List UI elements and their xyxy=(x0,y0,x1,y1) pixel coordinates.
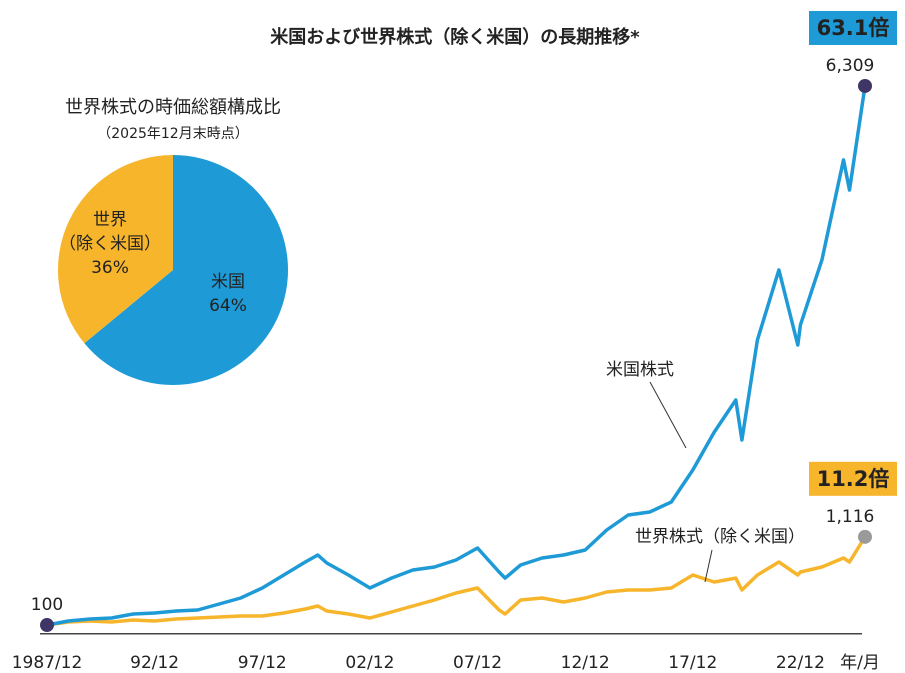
series-line xyxy=(46,85,867,627)
chart-title: 米国および世界株式（除く米国）の長期推移* xyxy=(270,26,640,48)
pie-slice xyxy=(58,155,173,344)
multiple-label: 11.2倍 xyxy=(817,467,890,491)
value-label: 6,309 xyxy=(826,56,875,76)
point-marker xyxy=(858,78,872,93)
point-marker xyxy=(858,529,872,544)
slice-label: 世界 xyxy=(93,210,127,230)
slice-label: （除く米国） xyxy=(59,234,161,254)
value-label: 100 xyxy=(31,595,63,615)
x-tick-label: 1987/12 xyxy=(12,653,83,673)
series-label: 米国株式 xyxy=(606,360,674,380)
series-label: 世界株式（除く米国） xyxy=(635,527,805,547)
multiple-badge xyxy=(809,10,897,45)
x-tick-label: 02/12 xyxy=(345,653,394,673)
leader-line xyxy=(704,549,713,583)
multiple-label: 63.1倍 xyxy=(817,16,890,40)
series-line xyxy=(46,535,867,627)
multiple-badge xyxy=(809,461,897,496)
pie-subtitle: （2025年12月末時点） xyxy=(97,126,248,142)
pie-title: 世界株式の時価総額構成比 xyxy=(65,97,281,118)
pie-slice xyxy=(84,155,288,386)
slice-value-label: 64% xyxy=(209,296,247,316)
leader-line xyxy=(649,381,687,449)
x-tick-label: 97/12 xyxy=(238,653,287,673)
x-tick-label: 07/12 xyxy=(453,653,502,673)
x-axis-label: 年/月 xyxy=(840,653,880,673)
value-label: 1,116 xyxy=(826,507,875,527)
point-marker xyxy=(40,618,54,633)
slice-value-label: 36% xyxy=(91,258,129,278)
x-tick-label: 22/12 xyxy=(776,653,825,673)
x-tick-label: 12/12 xyxy=(561,653,610,673)
x-tick-label: 17/12 xyxy=(668,653,717,673)
x-tick-label: 92/12 xyxy=(130,653,179,673)
slice-label: 米国 xyxy=(211,272,245,292)
